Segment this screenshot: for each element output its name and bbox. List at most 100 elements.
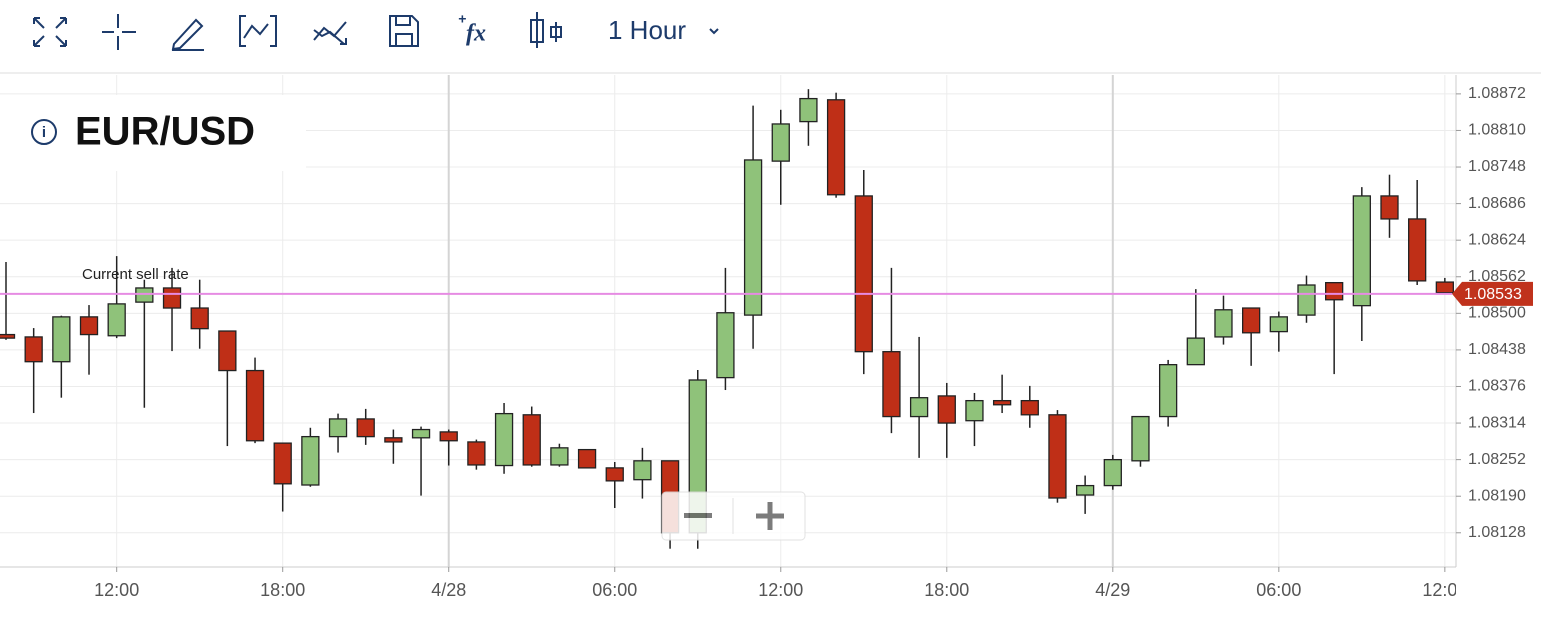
candle-body bbox=[190, 307, 209, 330]
candle-body bbox=[965, 399, 984, 422]
draw-icon[interactable] bbox=[171, 18, 204, 51]
candle-body bbox=[1103, 458, 1122, 487]
candle-body bbox=[909, 397, 929, 418]
y-tick-label: 1.08128 bbox=[1468, 524, 1526, 541]
symbol-box bbox=[0, 95, 306, 171]
crosshair-icon[interactable] bbox=[102, 14, 136, 50]
svg-text:+: + bbox=[458, 11, 466, 27]
x-tick-labels: 12:00 18:00 4/28 06:00 12:00 18:00 4/29 06:00 12… bbox=[94, 580, 1467, 600]
candle-body bbox=[771, 123, 790, 162]
zoom-control bbox=[661, 491, 806, 541]
candle-body bbox=[1048, 414, 1067, 499]
info-icon[interactable] bbox=[31, 119, 57, 145]
candle-body bbox=[79, 316, 99, 336]
candle-body bbox=[0, 333, 16, 339]
y-tick-label: 1.08314 bbox=[1468, 414, 1526, 431]
candles bbox=[0, 89, 1454, 549]
x-tick-label: 18:00 bbox=[924, 580, 969, 600]
candle-body bbox=[854, 195, 873, 353]
candle-body bbox=[1269, 316, 1288, 333]
candle-body bbox=[1435, 281, 1454, 294]
axes: 1.08128 1.08190 1.08252 1.08314 1.08376 1.084… bbox=[0, 75, 1533, 600]
y-tick-label: 1.08252 bbox=[1468, 451, 1526, 468]
candle-body bbox=[743, 159, 763, 316]
candle-body bbox=[1352, 195, 1371, 307]
candle-body bbox=[605, 467, 624, 482]
candle-body bbox=[882, 351, 901, 418]
zoom-out[interactable] bbox=[684, 513, 712, 518]
candle-body bbox=[218, 330, 237, 372]
x-tick-label: 12:00 bbox=[1422, 580, 1467, 600]
current-rate-tag bbox=[1452, 281, 1533, 306]
candle-body bbox=[439, 431, 458, 442]
x-tick-label: 06:00 bbox=[592, 580, 637, 600]
y-tick-label: 1.08748 bbox=[1468, 158, 1526, 175]
candle-body bbox=[799, 97, 818, 123]
candle-body bbox=[135, 287, 154, 303]
candle-body bbox=[1075, 484, 1095, 496]
toolbar: +fx 1 Hour bbox=[0, 11, 1541, 74]
candle-body bbox=[937, 395, 956, 424]
candle-body bbox=[328, 418, 348, 438]
zoom-in[interactable] bbox=[756, 502, 784, 530]
candle-body bbox=[1380, 195, 1399, 220]
candle-body bbox=[992, 399, 1012, 406]
y-tick-label: 1.08624 bbox=[1468, 231, 1526, 248]
candle-body bbox=[1325, 282, 1344, 301]
save-icon[interactable] bbox=[389, 15, 419, 47]
x-tick-label: 12:00 bbox=[94, 580, 139, 600]
candle-body bbox=[24, 336, 43, 363]
candle-body bbox=[52, 316, 71, 363]
info-icon-glyph: i bbox=[42, 124, 46, 141]
candle-body bbox=[411, 428, 431, 439]
candle-body bbox=[633, 460, 652, 481]
dropdown-chevron[interactable] bbox=[709, 28, 719, 35]
y-tick-label: 1.08500 bbox=[1468, 305, 1526, 322]
x-tick-label: 4/29 bbox=[1095, 580, 1130, 600]
candle-body bbox=[301, 435, 320, 486]
y-tick-label: 1.08190 bbox=[1468, 487, 1526, 504]
candle-body bbox=[716, 312, 735, 379]
compare-icon[interactable] bbox=[313, 21, 347, 45]
y-tick-label: 1.08562 bbox=[1468, 268, 1526, 285]
candle-body bbox=[522, 414, 541, 466]
candle-body bbox=[1158, 364, 1178, 418]
candle-icon[interactable] bbox=[530, 12, 562, 48]
candle-body bbox=[1131, 415, 1150, 462]
candle-body bbox=[494, 412, 514, 467]
y-tick-label: 1.08438 bbox=[1468, 341, 1526, 358]
candle-body bbox=[107, 303, 126, 337]
y-tick-label: 1.08810 bbox=[1468, 122, 1526, 139]
candle-body bbox=[1186, 337, 1205, 366]
candle-body bbox=[1214, 309, 1233, 338]
candle-body bbox=[245, 369, 265, 442]
y-tick-label: 1.08376 bbox=[1468, 378, 1526, 395]
candle-body bbox=[826, 99, 846, 196]
candle-body bbox=[384, 437, 403, 443]
candle-body bbox=[1297, 284, 1316, 316]
timeframe-selector[interactable]: 1 Hour bbox=[608, 15, 686, 45]
symbol-title: EUR/USD bbox=[75, 110, 255, 154]
fullscreen-icon[interactable] bbox=[33, 17, 67, 47]
indicator-icon[interactable] bbox=[239, 15, 277, 47]
x-tick-label: 4/28 bbox=[431, 580, 466, 600]
function-icon[interactable]: +fx bbox=[458, 11, 486, 47]
y-tick-label: 1.08686 bbox=[1468, 195, 1526, 212]
candle-body bbox=[550, 447, 569, 466]
candle-body bbox=[1242, 307, 1261, 334]
candle-body bbox=[1408, 218, 1427, 282]
candle-body bbox=[162, 287, 182, 309]
x-tick-label: 12:00 bbox=[758, 580, 803, 600]
x-tick-label: 06:00 bbox=[1256, 580, 1301, 600]
x-tick-label: 18:00 bbox=[260, 580, 305, 600]
current-rate-value: 1.08533 bbox=[1464, 286, 1522, 303]
candle-body bbox=[467, 441, 486, 466]
svg-text:fx: fx bbox=[466, 21, 486, 47]
candle-body bbox=[273, 442, 292, 485]
overlay: i EUR/USD bbox=[0, 95, 806, 541]
current-rate-annotation: Current sell rate bbox=[82, 266, 189, 283]
candle-body bbox=[577, 448, 597, 469]
candle-body bbox=[356, 418, 375, 438]
